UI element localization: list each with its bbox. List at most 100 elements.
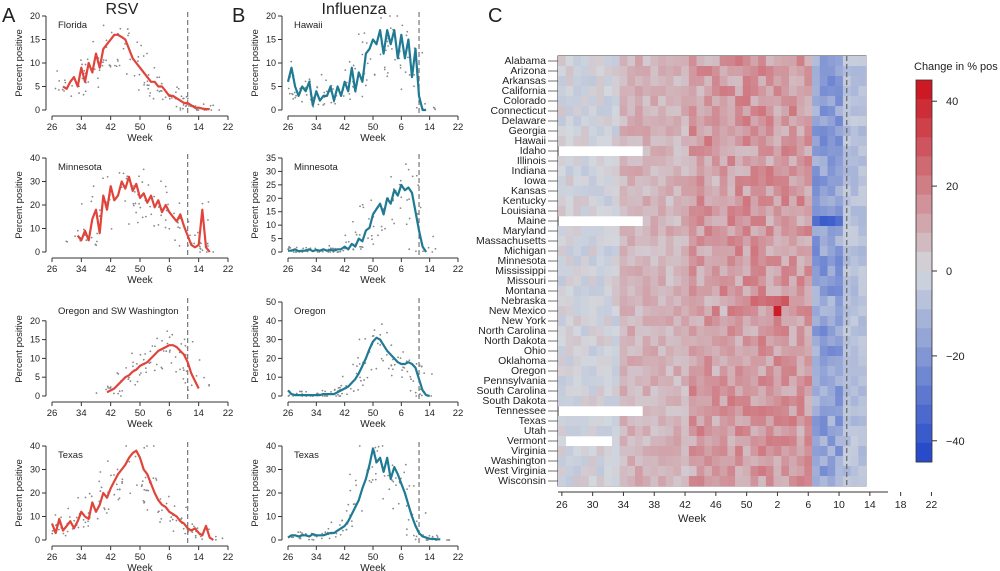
heatmap-cell bbox=[673, 126, 682, 137]
background-dot bbox=[60, 516, 63, 519]
heatmap-cell bbox=[719, 286, 728, 297]
background-dot bbox=[376, 450, 379, 452]
heatmap-cell bbox=[765, 296, 774, 307]
background-dot bbox=[337, 387, 340, 389]
heatmap-cell bbox=[804, 346, 813, 357]
heatmap-cell bbox=[727, 226, 736, 237]
heatmap-cell bbox=[558, 76, 566, 87]
background-dot bbox=[194, 234, 196, 237]
heatmap-cell bbox=[681, 236, 690, 247]
heatmap-cell bbox=[765, 96, 774, 107]
heatmap-cell bbox=[681, 276, 690, 287]
heatmap-cell bbox=[719, 366, 728, 377]
heatmap-cell bbox=[673, 206, 682, 217]
heatmap-cell bbox=[781, 146, 790, 157]
background-dot bbox=[287, 395, 290, 397]
heatmap-cell bbox=[765, 266, 774, 277]
heatmap-cell bbox=[565, 416, 574, 427]
x-tick-label: 6 bbox=[167, 122, 172, 133]
heatmap-cell bbox=[573, 376, 582, 387]
heatmap-cell bbox=[650, 406, 659, 417]
heatmap-cell bbox=[842, 56, 851, 67]
heatmap-cell bbox=[827, 476, 836, 487]
heatmap-cell bbox=[642, 426, 651, 437]
x-axis-label: Week bbox=[360, 563, 386, 571]
background-dot bbox=[390, 374, 393, 377]
heatmap-cell bbox=[642, 66, 651, 77]
heatmap-cell bbox=[796, 86, 805, 97]
heatmap-cell bbox=[827, 346, 836, 357]
heatmap-cell bbox=[789, 186, 797, 197]
background-dot bbox=[406, 30, 409, 33]
background-dot bbox=[51, 529, 54, 532]
heatmap-cell bbox=[565, 236, 574, 247]
y-axis-label: Percent positive bbox=[250, 29, 261, 97]
background-dot bbox=[168, 351, 171, 353]
heatmap-cell bbox=[673, 96, 682, 107]
background-dot bbox=[431, 251, 434, 253]
background-dot bbox=[147, 84, 150, 87]
heatmap-cell bbox=[789, 386, 797, 397]
heatmap-cell bbox=[812, 396, 821, 407]
heatmap-cell bbox=[781, 176, 790, 187]
heatmap-cell bbox=[673, 336, 682, 347]
heatmap-cell bbox=[642, 336, 651, 347]
heatmap-cell bbox=[735, 76, 744, 87]
heatmap-cell bbox=[627, 86, 636, 97]
heatmap-cell bbox=[681, 286, 690, 297]
heatmap-cell bbox=[650, 446, 659, 457]
heatmap-cell bbox=[819, 96, 828, 107]
heatmap-cell bbox=[835, 206, 844, 217]
background-dot bbox=[370, 234, 373, 237]
heatmap-cell bbox=[719, 176, 728, 187]
heatmap-cell bbox=[565, 96, 574, 107]
heatmap-cell bbox=[611, 176, 620, 187]
heatmap-cell bbox=[758, 216, 767, 227]
heatmap-cell bbox=[642, 236, 651, 247]
background-dot bbox=[167, 495, 170, 498]
heatmap-cell bbox=[565, 116, 574, 127]
y-tick-label: 30 bbox=[266, 166, 276, 176]
heatmap-cell bbox=[742, 266, 751, 277]
background-dot bbox=[289, 246, 292, 249]
background-dot bbox=[433, 107, 436, 109]
heatmap-cell bbox=[727, 216, 736, 227]
heatmap-cell bbox=[758, 206, 767, 217]
heatmap-cell bbox=[581, 306, 590, 317]
heatmap-cell bbox=[835, 366, 844, 377]
state-label: Kansas bbox=[511, 185, 546, 197]
heatmap-cell bbox=[719, 156, 728, 167]
background-dot bbox=[64, 81, 67, 84]
state-label: Tennessee bbox=[495, 405, 546, 417]
background-dot bbox=[195, 374, 198, 377]
rsv-title: RSV bbox=[106, 1, 139, 18]
heatmap-cell bbox=[619, 276, 628, 287]
heatmap-cell bbox=[735, 306, 744, 317]
background-dot bbox=[182, 104, 185, 106]
background-dot bbox=[118, 488, 121, 491]
heatmap-cell bbox=[619, 66, 628, 77]
heatmap-cell bbox=[735, 386, 744, 397]
panel-letter-a: A bbox=[2, 5, 16, 27]
heatmap-cell bbox=[596, 326, 605, 337]
heatmap-cell bbox=[796, 406, 805, 417]
heatmap-cell bbox=[650, 246, 659, 257]
heatmap-cell bbox=[742, 56, 751, 67]
heatmap-cell bbox=[858, 296, 867, 307]
heatmap-cell bbox=[565, 256, 574, 267]
background-dot bbox=[84, 521, 87, 524]
background-dot bbox=[426, 539, 429, 541]
heatmap-cell bbox=[581, 366, 590, 377]
heatmap-cell bbox=[765, 186, 774, 197]
heatmap-cell bbox=[650, 356, 659, 367]
background-dot bbox=[102, 61, 104, 64]
background-dot bbox=[363, 32, 366, 35]
background-dot bbox=[82, 518, 85, 521]
heatmap-cell bbox=[742, 316, 751, 327]
heatmap-cell bbox=[619, 466, 628, 477]
heatmap-cell bbox=[750, 346, 759, 357]
heatmap-cell bbox=[789, 336, 797, 347]
heatmap-cell bbox=[650, 206, 659, 217]
heatmap-cell bbox=[588, 306, 597, 317]
background-dot bbox=[380, 17, 382, 19]
